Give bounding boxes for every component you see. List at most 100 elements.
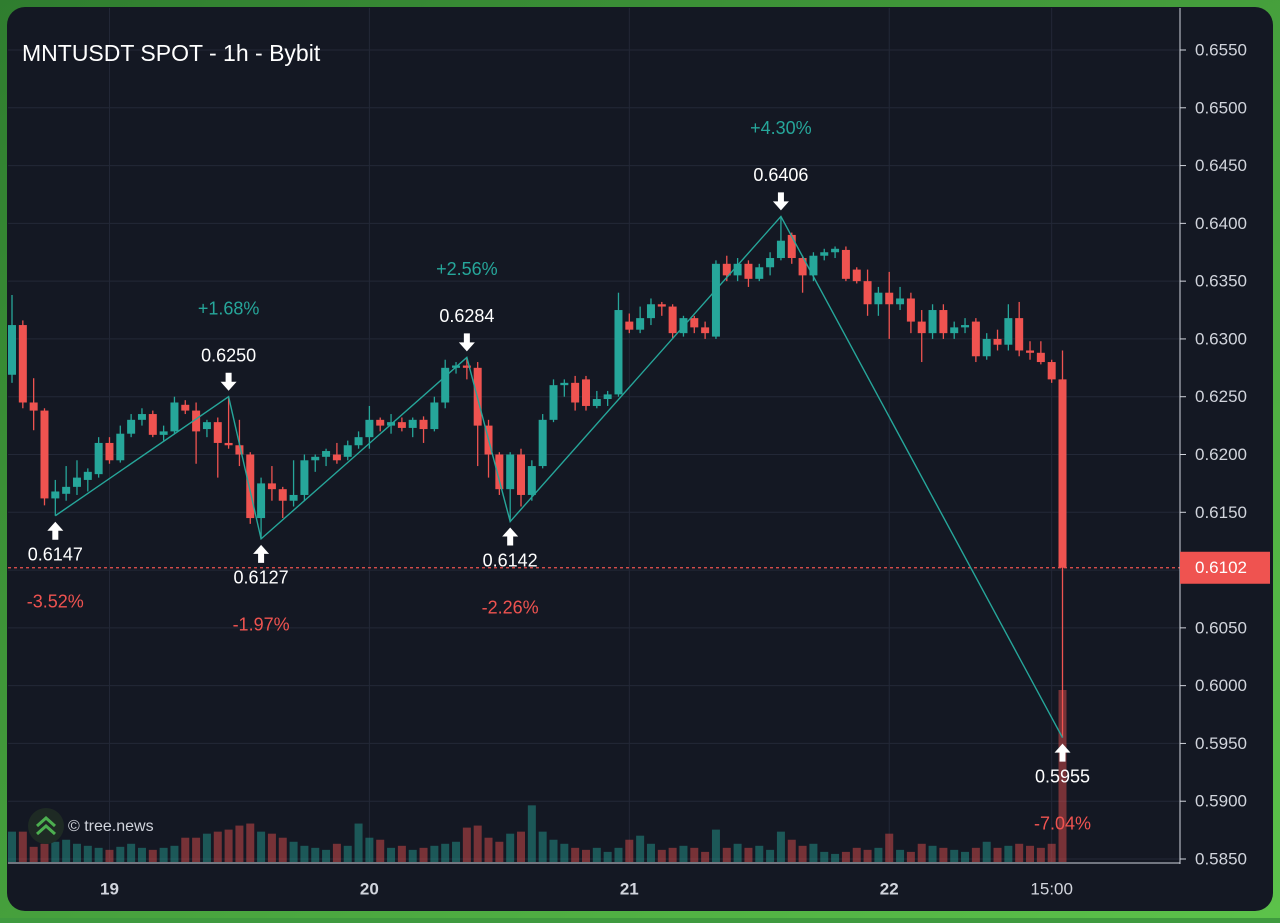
volume-bar bbox=[224, 829, 233, 862]
candle-body bbox=[722, 263, 731, 276]
candle-body bbox=[29, 402, 38, 411]
candle-body bbox=[603, 394, 612, 400]
candle-body bbox=[127, 419, 136, 434]
y-tick-label: 0.6050 bbox=[1195, 618, 1247, 637]
volume-bar bbox=[906, 851, 915, 862]
candle-body bbox=[1004, 318, 1013, 345]
candle-body bbox=[971, 321, 980, 357]
volume-bar bbox=[18, 831, 27, 862]
pivot-price: 0.6147 bbox=[28, 545, 83, 565]
volume-bar bbox=[8, 831, 16, 862]
volume-bar bbox=[430, 845, 439, 862]
volume-bar bbox=[506, 833, 515, 862]
volume-bar bbox=[83, 845, 92, 862]
volume-bar bbox=[841, 851, 850, 862]
volume-bar bbox=[1015, 843, 1024, 862]
x-tick-label: 20 bbox=[360, 879, 379, 898]
y-tick-label: 0.5900 bbox=[1195, 792, 1247, 811]
volume-bar bbox=[441, 843, 450, 862]
volume-bar bbox=[300, 845, 309, 862]
volume-bar bbox=[289, 841, 298, 862]
volume-bar bbox=[62, 839, 71, 862]
volume-bar bbox=[809, 843, 818, 862]
candle-body bbox=[354, 437, 363, 446]
x-tick-label: 15:00 bbox=[1030, 879, 1073, 898]
candle-body bbox=[560, 382, 569, 386]
volume-bar bbox=[711, 829, 720, 862]
volume-pane bbox=[8, 690, 1067, 862]
candle-body bbox=[874, 292, 883, 305]
volume-bar bbox=[419, 847, 428, 862]
candle-body bbox=[841, 249, 850, 279]
candle-body bbox=[755, 267, 764, 279]
volume-bar bbox=[690, 847, 699, 862]
volume-bar bbox=[311, 847, 320, 862]
candle-body bbox=[289, 494, 298, 501]
last-price-label: 0.6102 bbox=[1195, 558, 1247, 577]
candle-body bbox=[538, 419, 547, 467]
volume-bar bbox=[950, 849, 959, 862]
volume-bar bbox=[213, 831, 222, 862]
candle-body bbox=[257, 483, 266, 519]
candle-body bbox=[571, 382, 580, 403]
volume-bar bbox=[94, 847, 103, 862]
candle-body bbox=[495, 454, 504, 490]
y-tick-label: 0.6450 bbox=[1195, 156, 1247, 175]
volume-bar bbox=[343, 845, 352, 862]
pivot-change: -3.52% bbox=[27, 592, 84, 612]
volume-bar bbox=[408, 849, 417, 862]
volume-bar bbox=[105, 849, 114, 862]
pivot-price: 0.6127 bbox=[234, 568, 289, 588]
candle-body bbox=[1026, 350, 1035, 353]
candle-body bbox=[831, 248, 840, 253]
candle-body bbox=[105, 442, 114, 461]
candle-body bbox=[906, 298, 915, 322]
zigzag-line bbox=[54, 215, 1064, 738]
volume-bar bbox=[798, 845, 807, 862]
candle-body bbox=[668, 306, 677, 334]
volume-bar bbox=[72, 843, 81, 862]
candle-body bbox=[614, 310, 623, 395]
pivot-change: +2.56% bbox=[436, 259, 498, 279]
volume-bar bbox=[560, 843, 569, 862]
candle-body bbox=[592, 399, 601, 406]
volume-bar bbox=[939, 847, 948, 862]
volume-bar bbox=[636, 835, 645, 862]
last-price-tag bbox=[1180, 551, 1270, 584]
volume-bar bbox=[993, 847, 1002, 862]
candle-body bbox=[267, 483, 276, 490]
volume-bar bbox=[733, 843, 742, 862]
volume-bar bbox=[354, 823, 363, 862]
candle-body bbox=[462, 365, 471, 368]
volume-bar bbox=[452, 841, 461, 862]
y-tick-label: 0.6400 bbox=[1195, 214, 1247, 233]
candle-body bbox=[83, 471, 92, 480]
candle-body bbox=[376, 419, 385, 426]
volume-bar bbox=[971, 847, 980, 862]
volume-bar bbox=[387, 847, 396, 862]
volume-bar bbox=[657, 849, 666, 862]
pivot-change: +4.30% bbox=[750, 118, 812, 138]
candle-body bbox=[408, 419, 417, 428]
volume-bar bbox=[376, 839, 385, 862]
candle-body bbox=[246, 454, 255, 519]
volume-bar bbox=[192, 837, 201, 862]
volume-bar bbox=[614, 847, 623, 862]
volume-bar bbox=[495, 841, 504, 862]
y-tick-label: 0.5850 bbox=[1195, 849, 1247, 868]
volume-bar bbox=[235, 825, 244, 862]
volume-bar bbox=[267, 833, 276, 862]
volume-bar bbox=[831, 853, 840, 862]
candle-body bbox=[993, 338, 1002, 345]
pivot-arrow bbox=[458, 333, 475, 352]
candle-body bbox=[885, 292, 894, 305]
candle-body bbox=[430, 402, 439, 430]
volume-bar bbox=[365, 837, 374, 862]
volume-bar bbox=[127, 843, 136, 862]
candle-body bbox=[982, 338, 991, 357]
volume-bar bbox=[679, 845, 688, 862]
pivot-change: -1.97% bbox=[233, 615, 290, 635]
candle-body bbox=[72, 477, 81, 487]
volume-bar bbox=[29, 846, 38, 862]
